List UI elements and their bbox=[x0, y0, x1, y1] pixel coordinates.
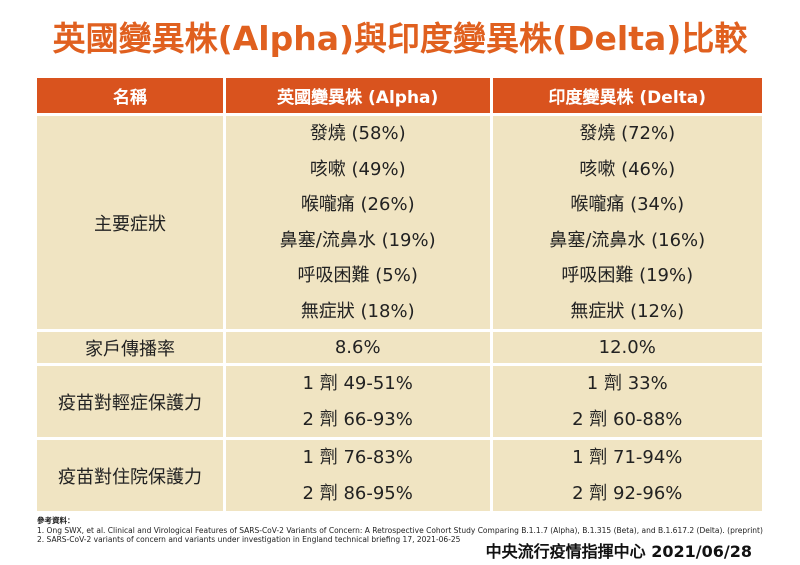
delta-value: 12.0% bbox=[598, 337, 656, 358]
alpha-value: 鼻塞/流鼻水 (19%) bbox=[279, 229, 436, 251]
references-heading: 參考資料： bbox=[37, 516, 75, 525]
alpha-value: 2 劑 86-95% bbox=[302, 482, 413, 504]
row-label: 疫苗對輕症保護力 bbox=[37, 366, 223, 437]
alpha-cell: 8.6% bbox=[225, 332, 490, 363]
alpha-cell: 發燒 (58%) 咳嗽 (49%) 喉嚨痛 (26%) 鼻塞/流鼻水 (19%) 呼吸困… bbox=[225, 116, 490, 329]
delta-value: 1 劑 33% bbox=[586, 373, 668, 394]
delta-cell: 1 劑 71-94% 2 劑 92-96% bbox=[492, 440, 762, 511]
page-title: 英國變異株(Alpha)與印度變異株(Delta)比較 bbox=[52, 19, 748, 58]
reference-item: 2. SARS-CoV-2 variants of concern and va… bbox=[37, 535, 461, 544]
table-row: 疫苗對輕症保護力 1 劑 49-51% 2 劑 66-93% 1 劑 33% 2 劑 6… bbox=[37, 366, 762, 437]
delta-cell: 發燒 (72%) 咳嗽 (46%) 喉嚨痛 (34%) 鼻塞/流鼻水 (16%) 呼吸困… bbox=[492, 116, 762, 329]
row-label: 疫苗對住院保護力 bbox=[37, 440, 223, 511]
reference-item: 1. Ong SWX, et al. Clinical and Virologi… bbox=[37, 525, 763, 535]
delta-value: 2 劑 60-88% bbox=[572, 408, 683, 430]
table-row: 家戶傳播率 8.6% 12.0% bbox=[37, 332, 762, 363]
table-row: 主要症狀 發燒 (58%) 咳嗽 (49%) 喉嚨痛 (26%) 鼻塞/流鼻水 (19%… bbox=[37, 116, 762, 329]
alpha-value: 無症狀 (18%) bbox=[300, 300, 415, 322]
header-name: 名稱 bbox=[37, 78, 223, 113]
delta-value: 2 劑 92-96% bbox=[572, 482, 683, 504]
delta-value: 咳嗽 (46%) bbox=[579, 158, 676, 180]
delta-value: 無症狀 (12%) bbox=[570, 300, 685, 322]
references: 參考資料： 1. Ong SWX, et al. Clinical and Vi… bbox=[37, 516, 763, 545]
alpha-value: 咳嗽 (49%) bbox=[309, 158, 406, 180]
footer-source-date: 中央流行疫情指揮中心 2021/06/28 bbox=[485, 542, 752, 561]
delta-value: 發燒 (72%) bbox=[579, 123, 676, 144]
alpha-value: 1 劑 76-83% bbox=[302, 447, 413, 468]
alpha-value: 2 劑 66-93% bbox=[302, 408, 413, 430]
delta-value: 呼吸困難 (19%) bbox=[561, 265, 694, 286]
alpha-value: 8.6% bbox=[334, 337, 381, 358]
row-label: 主要症狀 bbox=[37, 116, 223, 329]
alpha-cell: 1 劑 76-83% 2 劑 86-95% bbox=[225, 440, 490, 511]
alpha-value: 呼吸困難 (5%) bbox=[297, 265, 418, 286]
delta-cell: 1 劑 33% 2 劑 60-88% bbox=[492, 366, 762, 437]
row-label: 家戶傳播率 bbox=[37, 332, 223, 363]
header-delta: 印度變異株 (Delta) bbox=[492, 78, 762, 113]
alpha-value: 喉嚨痛 (26%) bbox=[300, 194, 415, 215]
delta-value: 喉嚨痛 (34%) bbox=[570, 194, 685, 215]
table-header-row: 名稱 英國變異株 (Alpha) 印度變異株 (Delta) bbox=[37, 78, 762, 113]
header-alpha: 英國變異株 (Alpha) bbox=[225, 78, 490, 113]
comparison-table: 名稱 英國變異株 (Alpha) 印度變異株 (Delta) 主要症狀 發燒 (5… bbox=[34, 75, 765, 514]
alpha-value: 1 劑 49-51% bbox=[302, 373, 413, 394]
delta-value: 鼻塞/流鼻水 (16%) bbox=[549, 229, 706, 251]
alpha-value: 發燒 (58%) bbox=[309, 123, 406, 144]
table-row: 疫苗對住院保護力 1 劑 76-83% 2 劑 86-95% 1 劑 71-94% 2 … bbox=[37, 440, 762, 511]
alpha-cell: 1 劑 49-51% 2 劑 66-93% bbox=[225, 366, 490, 437]
delta-cell: 12.0% bbox=[492, 332, 762, 363]
delta-value: 1 劑 71-94% bbox=[572, 447, 683, 468]
